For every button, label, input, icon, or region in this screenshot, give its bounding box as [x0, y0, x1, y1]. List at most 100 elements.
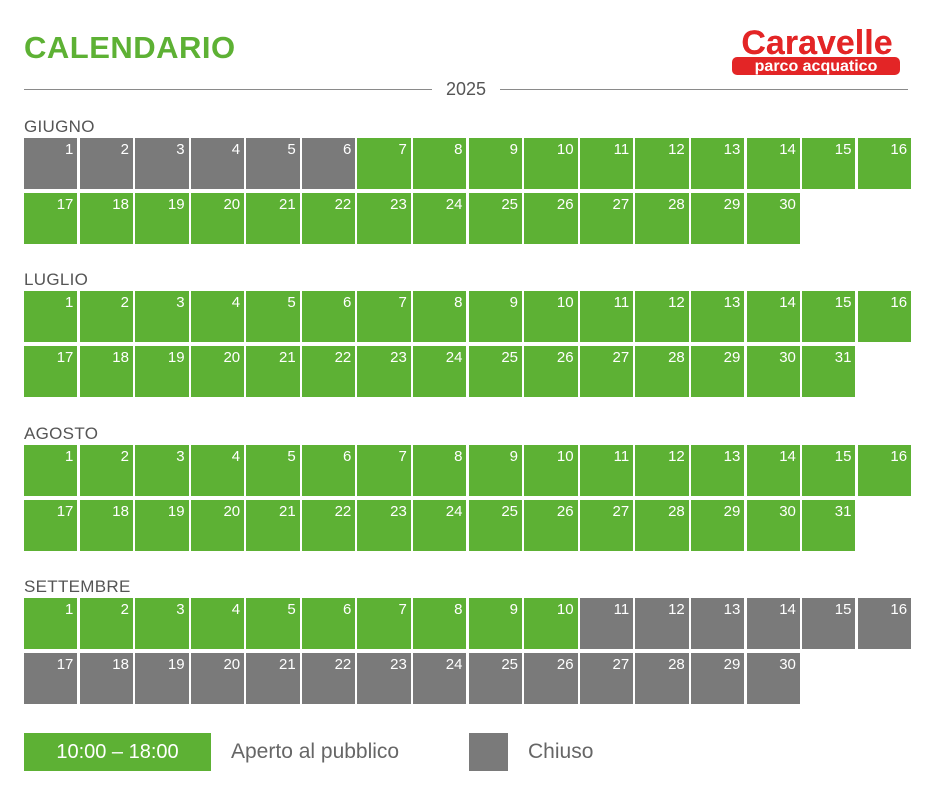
- day-cell: 9: [468, 291, 523, 342]
- day-cell: 20: [190, 193, 245, 244]
- legend-closed-label: Chiuso: [528, 740, 594, 763]
- day-cell: 4: [190, 138, 245, 189]
- day-cell: 19: [135, 653, 189, 704]
- day-cell: 29: [690, 653, 745, 704]
- divider-line-left: [24, 88, 432, 90]
- day-grid: 1 2 3 4 5 6 7 8 9 10 11 12 13 14 15 16 17 18 19 20 21 22 23 24 2…: [24, 291, 912, 397]
- day-cell: 19: [135, 500, 189, 551]
- day-cell: 2: [79, 598, 133, 649]
- day-cell: 6: [301, 291, 356, 342]
- caravelle-logo: Caravelle Caravelle parco acquatico: [732, 21, 900, 75]
- day-cell: 23: [357, 653, 411, 704]
- page-title: CALENDARIO: [24, 30, 236, 65]
- day-cell: 27: [579, 193, 634, 244]
- day-cell: 2: [79, 138, 133, 189]
- day-cell: 12: [635, 598, 689, 649]
- day-cell: 15: [802, 291, 856, 342]
- day-cell: 20: [190, 346, 245, 397]
- day-cell: 8: [413, 291, 467, 342]
- month-august: AGOSTO 1 2 3 4 5 6 7 8 9 10 11 12 13 14 15 16 17 18 19 20 21…: [24, 423, 912, 551]
- day-cell: 11: [579, 138, 634, 189]
- day-cell: 30: [746, 653, 800, 704]
- day-cell: 15: [802, 138, 856, 189]
- day-cell: 28: [635, 346, 689, 397]
- day-cell: 28: [635, 653, 689, 704]
- day-cell: 25: [468, 653, 523, 704]
- day-cell: 12: [635, 291, 689, 342]
- day-cell: 1: [24, 445, 78, 496]
- day-cell: 10: [524, 598, 578, 649]
- day-cell: 26: [524, 500, 578, 551]
- day-cell: 31: [802, 500, 856, 551]
- day-cell: 25: [468, 500, 523, 551]
- day-cell: 20: [190, 500, 245, 551]
- day-cell: 11: [579, 291, 634, 342]
- logo-tagline: parco acquatico: [755, 58, 878, 75]
- day-cell: 10: [524, 291, 578, 342]
- day-cell: 21: [246, 500, 300, 551]
- day-cell: 14: [746, 138, 800, 189]
- day-cell: 17: [24, 193, 78, 244]
- divider-line-right: [500, 88, 909, 90]
- day-cell: 10: [524, 138, 578, 189]
- day-cell: 26: [524, 346, 578, 397]
- day-cell: 22: [301, 193, 356, 244]
- day-grid: 1 2 3 4 5 6 7 8 9 10 11 12 13 14 15 16 17 18 19 20 21 22 23 24 2…: [24, 138, 912, 244]
- day-cell: 3: [135, 138, 189, 189]
- month-label: GIUGNO: [24, 117, 95, 136]
- logo-name-fill: Caravelle: [741, 24, 892, 62]
- day-cell: 5: [246, 598, 300, 649]
- day-cell: 6: [301, 598, 356, 649]
- day-cell: 21: [246, 653, 300, 704]
- day-cell: 4: [190, 598, 245, 649]
- day-cell: 7: [357, 445, 411, 496]
- day-cell: 14: [746, 291, 800, 342]
- day-cell: 17: [24, 500, 78, 551]
- day-cell: 18: [79, 653, 133, 704]
- day-cell: 11: [579, 598, 634, 649]
- day-cell: 18: [79, 346, 133, 397]
- day-grid: 1 2 3 4 5 6 7 8 9 10 11 12 13 14 15 16 17 18 19 20 21 22 23 24 2…: [24, 598, 912, 704]
- day-cell: 12: [635, 138, 689, 189]
- day-cell: 22: [301, 653, 356, 704]
- day-cell: 29: [690, 193, 745, 244]
- day-cell: 14: [746, 598, 800, 649]
- day-cell: 19: [135, 346, 189, 397]
- day-cell: 6: [301, 445, 356, 496]
- day-cell: 18: [79, 500, 133, 551]
- day-cell: 18: [79, 193, 133, 244]
- day-cell: 17: [24, 653, 78, 704]
- day-cell: 28: [635, 193, 689, 244]
- day-cell: 4: [190, 291, 245, 342]
- day-cell: 8: [413, 138, 467, 189]
- day-cell: 24: [413, 500, 467, 551]
- day-cell: 27: [579, 500, 634, 551]
- day-cell: 14: [746, 445, 800, 496]
- day-cell: 27: [579, 653, 634, 704]
- day-cell: 24: [413, 193, 467, 244]
- day-cell: 5: [246, 445, 300, 496]
- day-cell: 2: [79, 291, 133, 342]
- legend: 10:00 – 18:00 Aperto al pubblico Chiuso: [24, 733, 908, 771]
- day-cell: 31: [802, 346, 856, 397]
- day-cell: 1: [24, 138, 78, 189]
- day-cell: 21: [246, 346, 300, 397]
- day-cell: 23: [357, 193, 411, 244]
- day-cell: 1: [24, 291, 78, 342]
- legend-open-hours: 10:00 – 18:00: [24, 733, 211, 771]
- day-cell: 21: [246, 193, 300, 244]
- day-cell: 28: [635, 500, 689, 551]
- day-cell: 30: [746, 346, 800, 397]
- day-cell: 3: [135, 291, 189, 342]
- day-cell: 29: [690, 500, 745, 551]
- day-cell: 6: [301, 138, 356, 189]
- day-cell: 16: [857, 291, 912, 342]
- month-label: SETTEMBRE: [24, 577, 131, 596]
- day-cell: 30: [746, 193, 800, 244]
- day-cell: 11: [579, 445, 634, 496]
- day-cell: 17: [24, 346, 78, 397]
- day-cell: 22: [301, 346, 356, 397]
- day-cell: 13: [690, 445, 745, 496]
- day-cell: 23: [357, 346, 411, 397]
- day-cell: 7: [357, 598, 411, 649]
